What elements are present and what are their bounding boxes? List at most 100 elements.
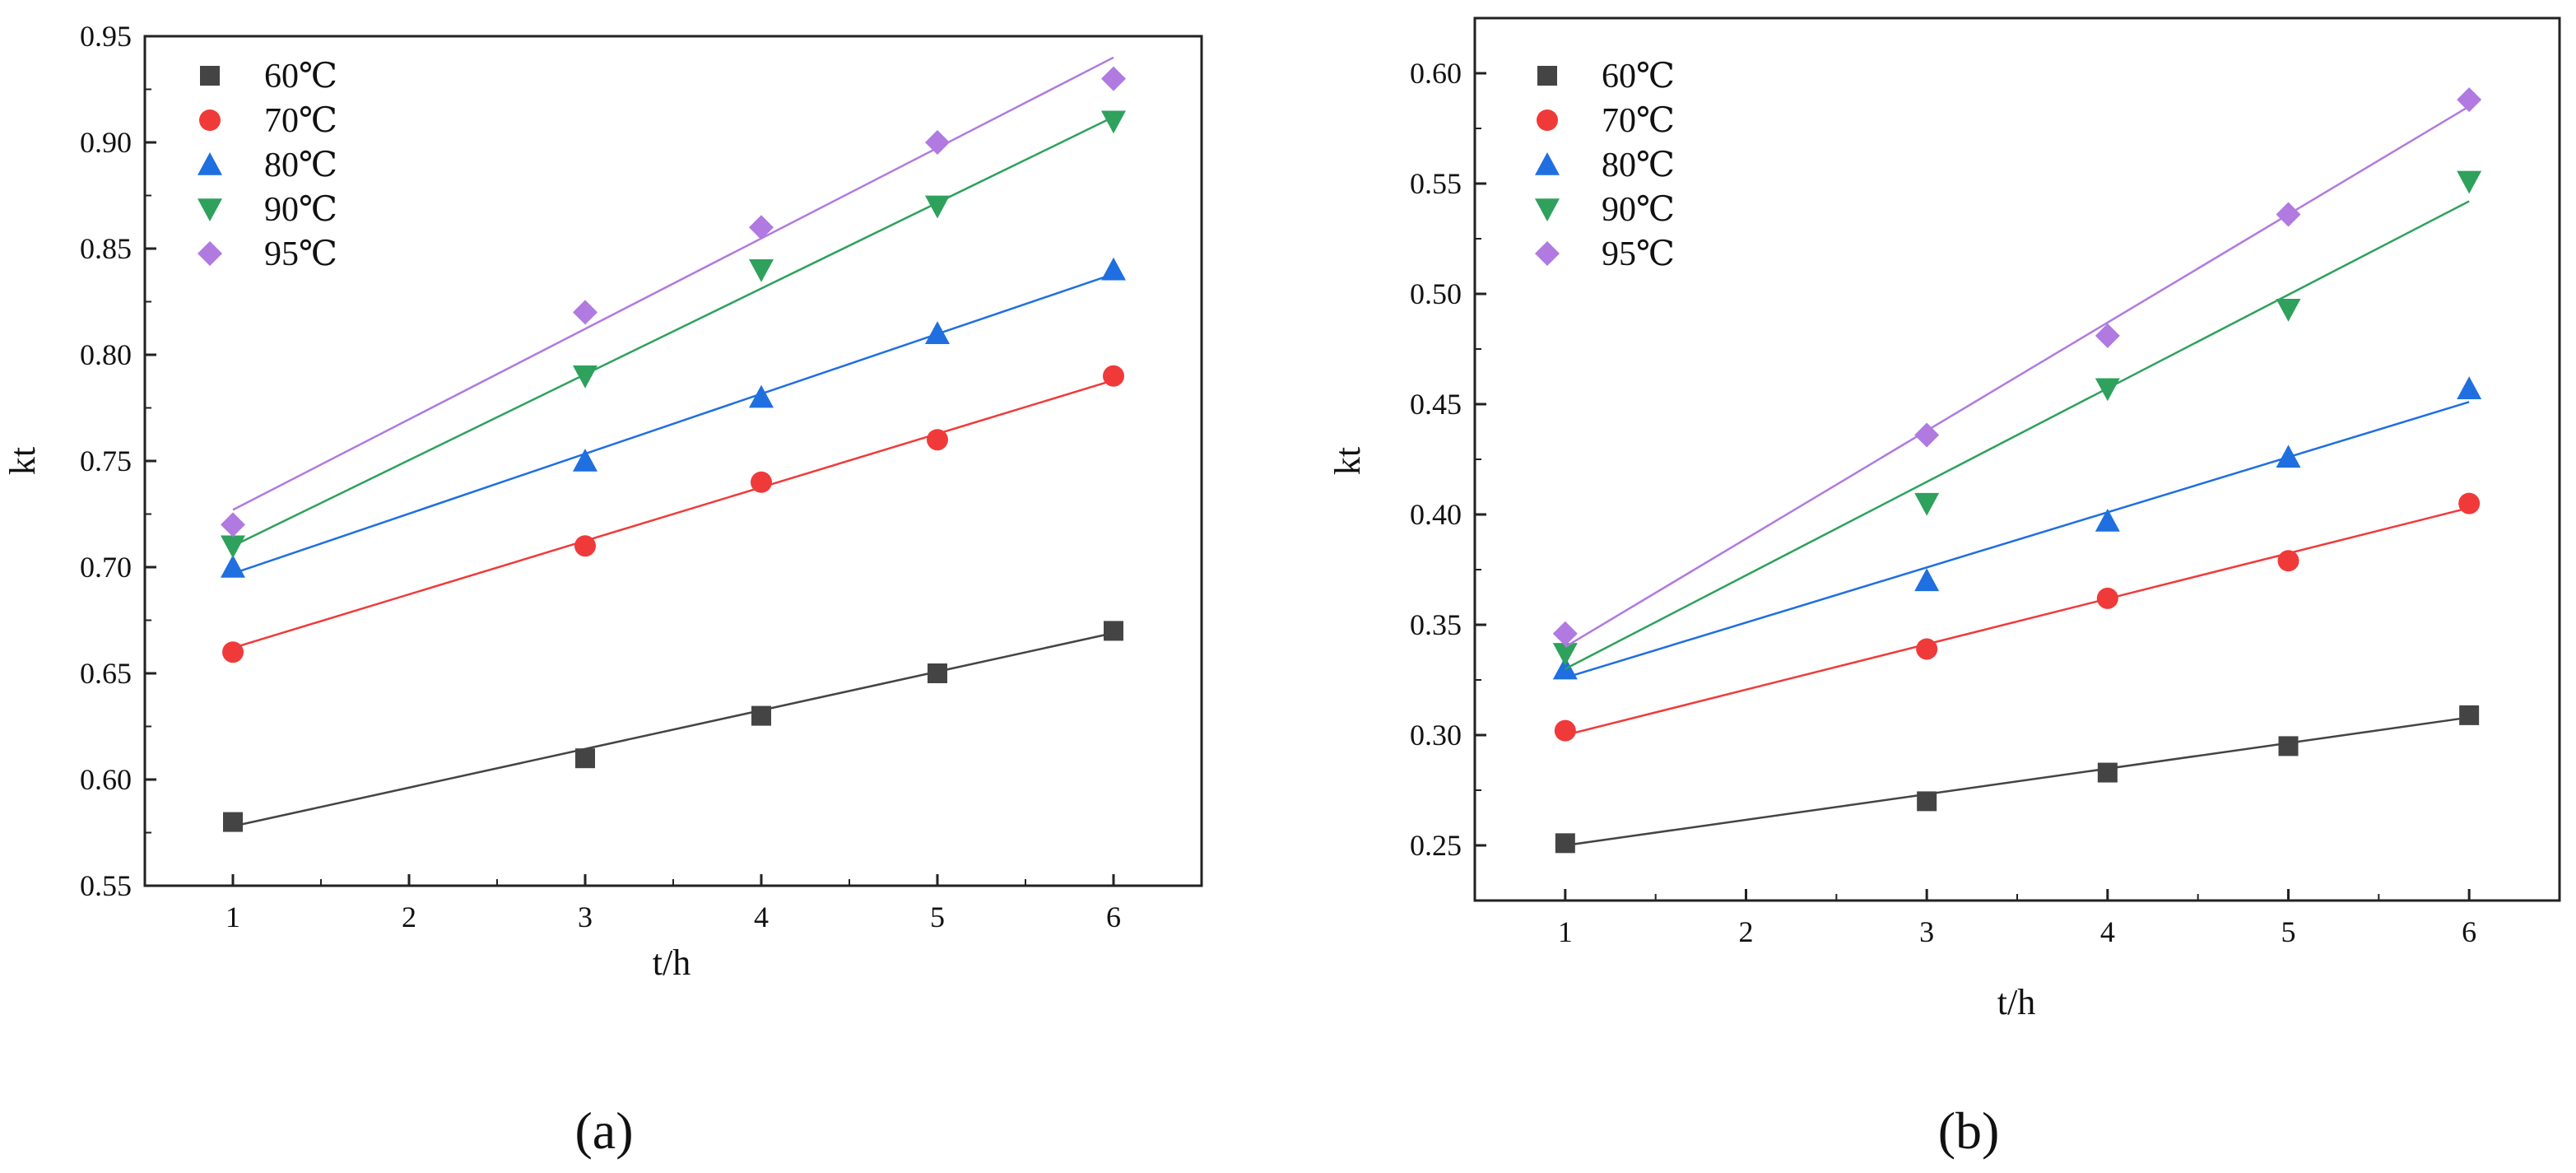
plot-area-b: 1 2 3 4 5 6 0.25 0.30 0.35 0.40 0.45 0.50 0.55 0.60 60… xyxy=(1410,57,2482,948)
data-point-a-4 xyxy=(573,300,598,325)
x-tick-label-a: 5 xyxy=(930,901,945,933)
y-tick-label-b: 0.35 xyxy=(1410,608,1462,641)
fit-line-b-1 xyxy=(1565,506,2470,737)
y-tick-label-a: 0.65 xyxy=(80,657,132,690)
data-point-b-4 xyxy=(1914,422,1940,448)
fit-line-b-2 xyxy=(1565,401,2470,679)
legend-marker-a-0 xyxy=(200,66,220,86)
y-tick-label-a: 0.75 xyxy=(80,445,132,477)
y-tick-label-a: 0.55 xyxy=(80,869,132,902)
data-point-b-3 xyxy=(2095,378,2120,402)
legend-marker-a-4 xyxy=(198,241,222,266)
data-point-b-2 xyxy=(2457,376,2482,399)
fit-line-b-3 xyxy=(1565,200,2470,670)
fit-line-b-0 xyxy=(1565,716,2470,847)
fit-line-a-3 xyxy=(232,115,1114,547)
legend-marker-a-2 xyxy=(198,152,222,175)
data-point-b-1 xyxy=(2277,550,2299,572)
legend-label-b-2: 80℃ xyxy=(1602,147,1675,184)
panel-b: 1 2 3 4 5 6 0.25 0.30 0.35 0.40 0.45 0.50 0.55 0.60 60… xyxy=(1328,16,2561,1160)
data-point-b-1 xyxy=(2096,587,2118,609)
legend-label-a-2: 80℃ xyxy=(264,147,337,184)
y-tick-label-a: 0.95 xyxy=(80,20,132,53)
panel-label-a: (a) xyxy=(574,1101,633,1160)
plot-area-a: 1 2 3 4 5 6 0.55 0.60 0.65 0.70 0.75 0.80 0.85 0.90 0.… xyxy=(80,20,1126,933)
data-point-a-0 xyxy=(1104,621,1123,641)
data-point-a-3 xyxy=(925,195,950,219)
x-tick-label-b: 2 xyxy=(1739,915,1754,948)
legend-label-a-0: 60℃ xyxy=(264,58,337,95)
y-tick-label-b: 0.40 xyxy=(1410,498,1462,531)
data-point-a-4 xyxy=(749,215,774,240)
data-point-a-0 xyxy=(928,663,947,683)
legend-label-a-3: 90℃ xyxy=(264,191,337,229)
x-tick-label-b: 4 xyxy=(2100,915,2115,948)
legend-marker-b-0 xyxy=(1537,66,1557,86)
data-point-b-4 xyxy=(1552,621,1578,646)
data-point-a-3 xyxy=(221,535,245,559)
legend-marker-a-3 xyxy=(198,198,222,221)
y-tick-label-b: 0.45 xyxy=(1410,388,1462,421)
data-point-b-0 xyxy=(1555,833,1575,854)
legend-marker-b-3 xyxy=(1535,198,1560,221)
data-point-a-2 xyxy=(573,449,598,472)
legend-label-b-1: 70℃ xyxy=(1602,102,1675,140)
x-tick-label-a: 4 xyxy=(754,901,769,933)
data-point-b-1 xyxy=(1916,638,1938,660)
data-point-b-3 xyxy=(1914,492,1940,516)
data-point-a-2 xyxy=(1101,257,1126,281)
data-point-a-2 xyxy=(749,384,774,408)
panel-a: 1 2 3 4 5 6 0.55 0.60 0.65 0.70 0.75 0.80 0.85 0.90 0.… xyxy=(2,20,1203,1160)
x-tick-label-a: 6 xyxy=(1106,901,1121,933)
y-tick-label-b: 0.55 xyxy=(1410,167,1462,200)
data-point-b-4 xyxy=(2095,323,2120,348)
data-point-a-3 xyxy=(1101,110,1126,134)
y-tick-label-a: 0.90 xyxy=(80,126,132,159)
x-tick-label-b: 5 xyxy=(2281,915,2296,948)
legend-label-a-4: 95℃ xyxy=(264,235,337,273)
data-point-b-0 xyxy=(2459,705,2480,725)
x-tick-label-a: 3 xyxy=(578,901,593,933)
data-point-a-3 xyxy=(749,259,774,282)
data-point-b-2 xyxy=(2095,509,2120,532)
data-point-a-2 xyxy=(925,321,950,344)
data-point-a-1 xyxy=(1103,365,1124,387)
y-tick-label-a: 0.80 xyxy=(80,338,132,371)
data-point-b-3 xyxy=(1552,643,1578,666)
x-tick-label-a: 2 xyxy=(402,901,416,933)
fit-line-a-1 xyxy=(232,379,1114,649)
data-point-b-0 xyxy=(1917,791,1937,812)
legend-marker-a-1 xyxy=(199,109,221,131)
y-tick-label-a: 0.85 xyxy=(80,232,132,265)
legend-marker-b-1 xyxy=(1537,109,1558,131)
data-point-a-4 xyxy=(925,130,950,155)
data-point-b-4 xyxy=(2276,202,2301,227)
data-point-a-0 xyxy=(751,705,771,726)
x-axis-title-a: t/h xyxy=(653,943,690,983)
legend-marker-b-4 xyxy=(1535,241,1560,266)
legend-label-a-1: 70℃ xyxy=(264,102,337,140)
data-point-a-3 xyxy=(573,365,598,389)
x-tick-label-b: 3 xyxy=(1919,915,1934,948)
data-point-b-3 xyxy=(2276,299,2301,322)
data-point-b-0 xyxy=(2097,762,2118,783)
data-point-a-0 xyxy=(223,812,243,832)
y-tick-label-a: 0.60 xyxy=(80,763,132,796)
x-tick-label-b: 1 xyxy=(1558,915,1573,948)
data-point-a-1 xyxy=(751,471,772,493)
legend-label-b-0: 60℃ xyxy=(1602,58,1675,95)
fit-line-a-0 xyxy=(232,631,1114,827)
data-point-a-1 xyxy=(222,641,244,663)
data-point-b-0 xyxy=(2278,736,2299,756)
data-point-a-1 xyxy=(927,429,948,451)
x-tick-label-a: 1 xyxy=(226,901,240,933)
y-tick-label-b: 0.25 xyxy=(1410,829,1462,862)
data-point-b-1 xyxy=(2458,492,2481,514)
data-point-a-4 xyxy=(1101,66,1126,91)
fit-line-a-2 xyxy=(232,272,1114,575)
panel-label-b: (b) xyxy=(1938,1101,2000,1160)
x-axis-title-b: t/h xyxy=(1997,982,2035,1022)
y-tick-label-a: 0.70 xyxy=(80,551,132,584)
legend-label-b-4: 95℃ xyxy=(1602,235,1675,273)
